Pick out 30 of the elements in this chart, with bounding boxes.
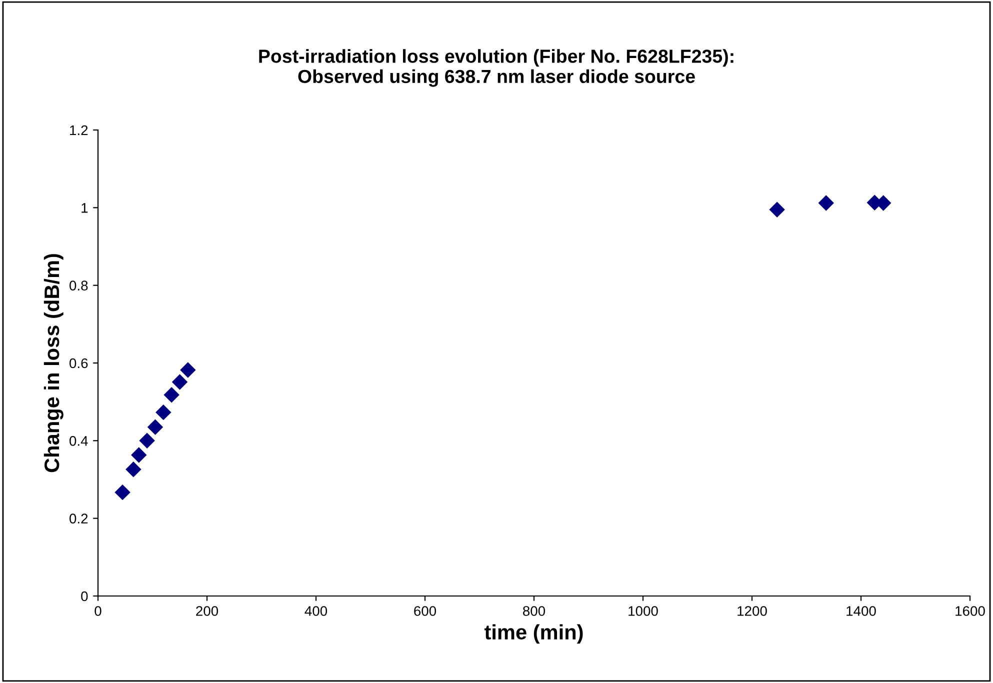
x-tick-label: 0: [94, 606, 102, 616]
x-tick-label: 600: [414, 606, 436, 616]
point: [131, 447, 146, 463]
point: [126, 462, 141, 477]
y-axis-title: Change in loss (dB/m): [44, 254, 64, 472]
point: [180, 362, 196, 378]
point: [139, 433, 155, 448]
y-tick-label: 1: [82, 203, 88, 213]
x-tick-label: 1000: [628, 606, 658, 616]
chart-title: Post-irradiation loss evolution (Fiber No. F628LF235): Observed using 638.7 nm laser diode source: [259, 49, 734, 87]
y-tick-label: 0.2: [70, 514, 88, 524]
x-tick-label: 800: [523, 606, 546, 616]
x-tick-label: 1600: [956, 606, 985, 616]
x-tick-label: 1200: [738, 606, 767, 616]
y-tick-label: 0.6: [70, 358, 88, 368]
point: [114, 484, 130, 500]
point: [148, 420, 163, 435]
point: [172, 374, 188, 390]
point: [818, 195, 834, 211]
point: [156, 404, 171, 420]
x-tick-label: 1400: [846, 606, 876, 616]
y-tick-label: 1.2: [70, 125, 88, 136]
y-tick-label: 0.8: [70, 280, 88, 291]
point: [770, 202, 785, 218]
x-tick-label: 400: [304, 606, 328, 616]
y-tick-label: 0.4: [70, 436, 88, 446]
x-tick-label: 200: [196, 606, 218, 616]
point: [164, 387, 180, 402]
x-axis-title: time (min): [484, 624, 583, 644]
y-tick-label: 0: [81, 591, 88, 602]
